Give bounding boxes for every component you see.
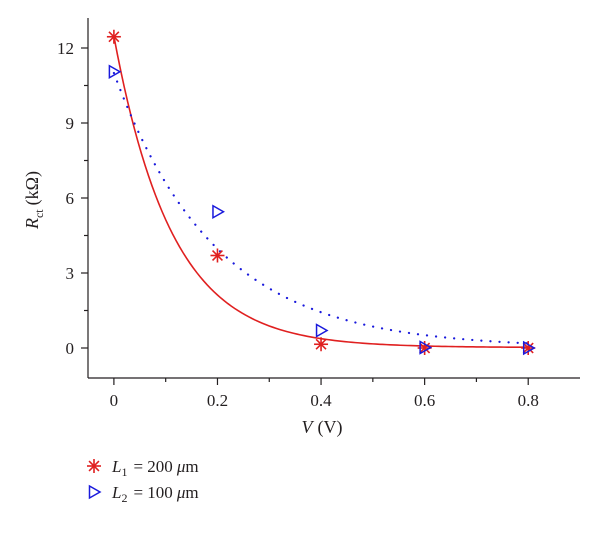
legend-label-l1: L1 = 200 μm: [111, 457, 199, 479]
y-tick-label: 9: [66, 114, 75, 133]
asterisk-stroke: [419, 342, 431, 354]
legend-marker-asterisk: [87, 459, 101, 473]
data-points: [106, 29, 536, 356]
legend: L1 = 200 μm L2 = 100 μm: [87, 457, 199, 505]
asterisk-stroke: [108, 31, 120, 43]
y-tick-label: 6: [66, 189, 75, 208]
point-series2: [212, 204, 225, 220]
point-series2: [419, 340, 433, 355]
x-tick-label: 0.2: [207, 391, 228, 410]
point-series2: [315, 323, 329, 338]
asterisk-stroke: [315, 338, 327, 350]
legend-triangle: [88, 484, 102, 500]
legend-item-l1: L1 = 200 μm: [87, 457, 199, 479]
x-axis-title: V (V): [302, 417, 343, 438]
point-series2: [522, 340, 536, 356]
legend-asterisk: [87, 459, 101, 473]
asterisk-stroke: [211, 249, 223, 262]
x-tick-label: 0.8: [518, 391, 539, 410]
fit-curve-2: [112, 71, 530, 345]
legend-marker-triangle: [88, 484, 102, 500]
point-series1: [314, 337, 329, 352]
y-axis-title: Rct(kΩ): [22, 171, 46, 230]
axes: 0 3 6 9 12 0 0.2 0.4 0.6 0.8: [57, 18, 580, 410]
x-tick-label: 0: [110, 391, 119, 410]
y-tick-label: 3: [66, 264, 75, 283]
fit-curves: [112, 36, 530, 349]
y-tick-label: 0: [66, 339, 75, 358]
legend-item-l2: L2 = 100 μm: [88, 483, 199, 505]
point-series2: [108, 64, 122, 80]
fit-curve-1: [113, 36, 529, 349]
asterisk-stroke: [88, 460, 100, 472]
x-tick-label: 0.4: [310, 391, 332, 410]
y-tick-label: 12: [57, 39, 74, 58]
legend-label-l2: L2 = 100 μm: [111, 483, 199, 505]
point-series1: [210, 248, 225, 263]
x-tick-label: 0.6: [414, 391, 435, 410]
asterisk-stroke: [522, 342, 534, 354]
point-series1: [106, 29, 121, 44]
